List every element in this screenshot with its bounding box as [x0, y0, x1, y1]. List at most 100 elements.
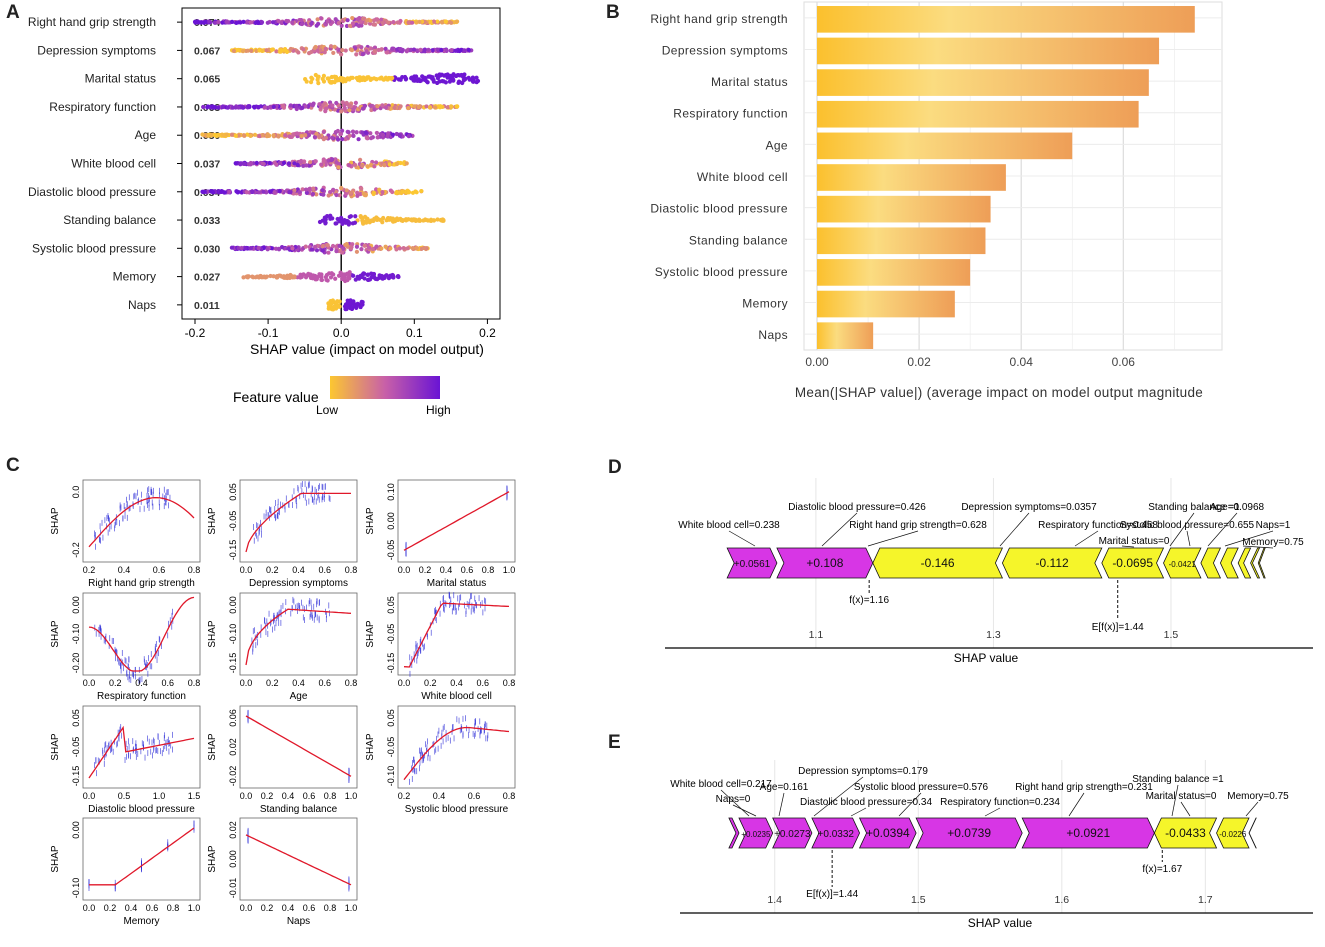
feature-annotation: Depression symptoms=0.179 [798, 766, 928, 777]
segment-value-label: -0.146 [921, 556, 955, 570]
beeswarm-point [258, 104, 264, 109]
beeswarm-point [245, 19, 250, 25]
colorbar-title: Feature value [233, 389, 319, 405]
beeswarm-point [344, 23, 350, 29]
dependence-subplot: 0.0 0.2 0.4 0.6 0.8 1.0 0.02 0.00 -0.01 SHAP Naps [207, 817, 358, 927]
beeswarm-point [314, 23, 319, 28]
beeswarm-point [254, 160, 259, 166]
beeswarm-point [244, 190, 249, 195]
dependence-trend-line [403, 602, 510, 668]
beeswarm-point [258, 273, 263, 279]
beeswarm-point [328, 190, 333, 195]
beeswarm-point [383, 105, 389, 110]
subplot-y-tick-label: 0.10 [386, 483, 396, 501]
beeswarm-point [236, 245, 241, 251]
beeswarm-point [375, 277, 380, 282]
colorbar-low-label: Low [316, 403, 338, 417]
feature-label-a: Depression symptoms [37, 43, 156, 57]
subplot-y-axis-title: SHAP [207, 620, 218, 648]
subplot-x-tick-label: 0.6 [303, 791, 316, 801]
beeswarm-point [245, 275, 250, 280]
beeswarm-point [377, 187, 382, 192]
beeswarm-point [279, 274, 284, 279]
force-x-tick-label: 1.3 [986, 629, 1001, 641]
beeswarm-point [290, 20, 295, 25]
feature-importance-value: 0.030 [194, 243, 220, 255]
subplot-x-tick-label: 0.2 [83, 565, 96, 575]
beeswarm-point [230, 19, 235, 24]
beeswarm-row [317, 213, 446, 227]
beeswarm-point [440, 79, 445, 84]
beeswarm-point [328, 213, 333, 218]
beeswarm-point [414, 74, 419, 79]
beeswarm-point [235, 190, 240, 195]
annotation-leader-line [984, 807, 1001, 817]
positive-segment [776, 547, 874, 579]
beeswarm-point [316, 81, 321, 86]
negative-segment [1001, 547, 1103, 579]
importance-bar [817, 6, 1195, 33]
subplot-y-tick-label: -0.10 [228, 624, 238, 645]
beeswarm-row [201, 100, 460, 114]
beeswarm-point [360, 299, 365, 305]
beeswarm-point [277, 188, 282, 194]
subplot-x-tick-label: 0.4 [282, 791, 295, 801]
annotation-leader-line [1074, 530, 1099, 547]
annotation-leader-line [1169, 512, 1195, 547]
beeswarm-point [397, 133, 402, 138]
panel-e-letter: E [608, 732, 621, 753]
beeswarm-point [353, 214, 358, 219]
beeswarm-point [404, 161, 409, 166]
beeswarm-point [428, 20, 433, 25]
beeswarm-point [361, 191, 366, 196]
beeswarm-point [358, 157, 363, 162]
importance-bar [817, 227, 986, 255]
beeswarm-point [426, 47, 431, 52]
beeswarm-point [449, 20, 454, 25]
beeswarm-point [323, 46, 328, 51]
subplot-y-tick-label: 0.00 [71, 596, 81, 614]
beeswarm-point [310, 191, 316, 197]
beeswarm-point [286, 161, 292, 166]
beeswarm-point [413, 189, 418, 194]
beeswarm-point [386, 217, 392, 222]
beeswarm-point [430, 75, 435, 80]
beeswarm-point [370, 246, 375, 252]
annotation-leader-line [1171, 784, 1179, 817]
annotation-leader-line [1245, 801, 1259, 817]
beeswarm-point [354, 130, 359, 135]
dependence-subplot: 0.0 0.2 0.4 0.6 0.8 1.0 0.06 0.02 -0.02 SHAP Stand… [207, 705, 358, 815]
feature-annotation: Marital status=0 [1146, 791, 1217, 802]
negative-segment [1163, 547, 1202, 579]
beeswarm-point [240, 49, 246, 54]
beeswarm-point [342, 105, 347, 111]
beeswarm-point [435, 19, 440, 24]
beeswarm-point [315, 275, 320, 280]
beeswarm-point [470, 79, 476, 84]
subplot-x-tick-label: 1.5 [188, 791, 201, 801]
beeswarm-point [322, 215, 327, 220]
subplot-y-axis-title: SHAP [365, 507, 376, 535]
beeswarm-point [220, 104, 226, 109]
beeswarm-point [287, 275, 292, 280]
beeswarm-point [461, 78, 466, 83]
beeswarm-point [382, 163, 387, 168]
force-x-tick-label: 1.5 [1164, 629, 1179, 641]
beeswarm-point [298, 160, 303, 165]
subplot-y-tick-label: 0.0 [71, 486, 81, 499]
beeswarm-point [304, 190, 309, 195]
positive-segment [726, 547, 778, 579]
beeswarm-point [369, 107, 374, 113]
beeswarm-point [343, 48, 348, 53]
beeswarm-point [201, 20, 206, 25]
beeswarm-point [351, 300, 356, 305]
beeswarm-point [365, 272, 370, 277]
beeswarm-point [339, 250, 345, 255]
feature-label-a: Diastolic blood pressure [28, 185, 156, 199]
beeswarm-point [229, 245, 234, 250]
beeswarm-point [390, 46, 395, 51]
beeswarm-point [374, 187, 379, 192]
subplot-x-tick-label: 0.2 [398, 791, 411, 801]
feature-value-colorbar [330, 376, 440, 399]
annotation-leader-line [728, 530, 756, 547]
